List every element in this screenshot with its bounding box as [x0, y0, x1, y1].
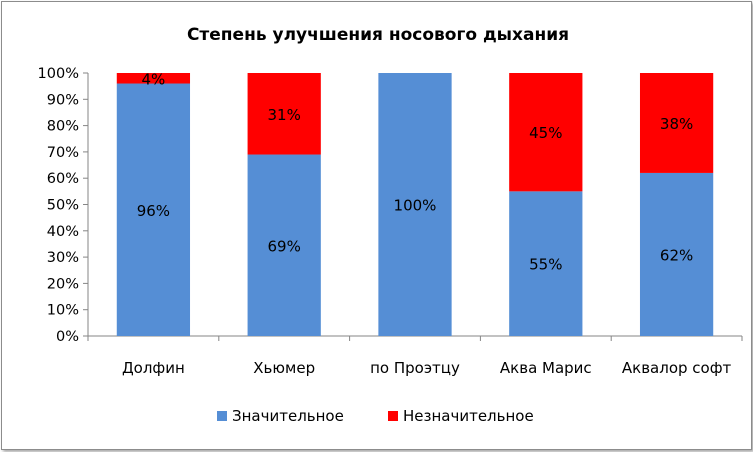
category-label: Аквалор софт — [622, 359, 732, 377]
data-label: 69% — [268, 237, 301, 255]
bar-segment — [639, 73, 714, 173]
category-label: Хьюмер — [253, 359, 315, 377]
data-label: 100% — [394, 197, 437, 215]
bar-segment — [247, 154, 321, 336]
legend-swatch — [217, 411, 227, 421]
y-tick-label: 70% — [47, 145, 79, 161]
legend-label: Значительное — [232, 407, 344, 425]
y-tick-label: 90% — [47, 92, 79, 108]
data-label: 62% — [660, 246, 693, 264]
bar-segment — [247, 73, 321, 155]
y-tick-label: 100% — [38, 66, 79, 82]
category-label: Аква Марис — [500, 359, 592, 377]
axes: 0% 10% 20% 30% 40% 50% 60% 70% 80% 90% 100% Долфин Х… — [38, 66, 743, 377]
data-label: 31% — [268, 106, 301, 124]
y-tick-label: 80% — [47, 119, 79, 135]
y-tick-label: 60% — [47, 171, 79, 187]
data-label: 45% — [529, 124, 562, 142]
data-label: 38% — [660, 115, 693, 133]
y-tick-label: 0% — [56, 329, 79, 345]
bar-segment — [509, 191, 583, 336]
category-label: Долфин — [122, 359, 185, 377]
chart-title: Степень улучшения носового дыхания — [187, 25, 569, 45]
legend: Значительное Незначительное — [217, 407, 534, 425]
category-label: по Проэтцу — [370, 359, 460, 377]
y-tick-label: 40% — [47, 224, 79, 240]
y-tick-label: 50% — [47, 198, 79, 214]
bar-segment — [116, 73, 191, 84]
data-labels: 96% 4% 69% 31% 100% 55% 45% 62% 38% — [137, 70, 694, 273]
bar-segment — [378, 73, 452, 336]
y-tick-label: 20% — [47, 276, 79, 292]
data-label: 55% — [529, 256, 562, 274]
data-label: 96% — [137, 202, 170, 220]
bar-segment — [639, 172, 714, 336]
legend-swatch — [388, 411, 398, 421]
bar-segment — [116, 83, 191, 337]
data-label: 4% — [142, 70, 166, 88]
bars — [116, 73, 714, 337]
y-tick-label: 10% — [47, 303, 79, 319]
bar-segment — [509, 73, 583, 192]
legend-label: Незначительное — [403, 407, 534, 425]
y-tick-label: 30% — [47, 250, 79, 266]
